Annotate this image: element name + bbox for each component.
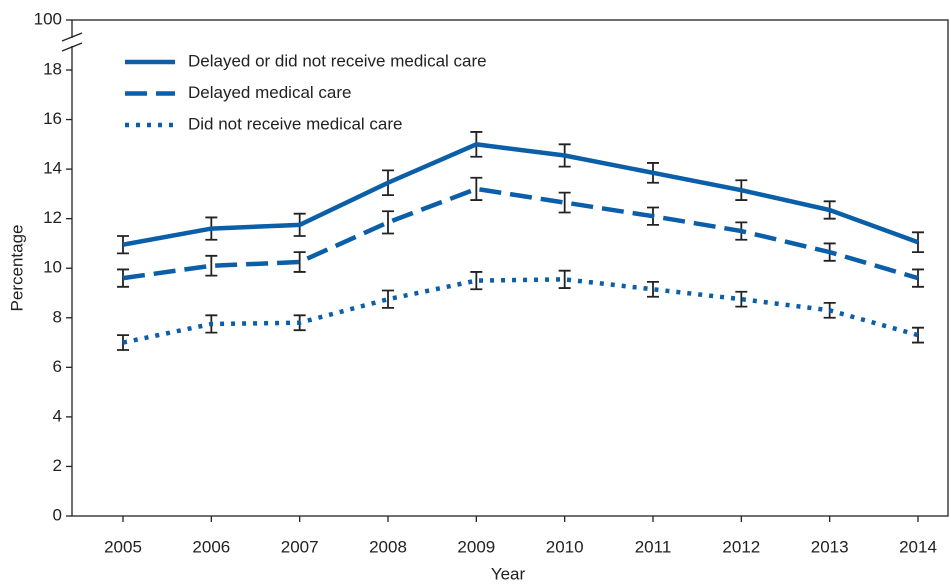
x-tick-label: 2014 (899, 537, 937, 556)
error-bar (117, 235, 129, 255)
axis-break-gap (64, 38, 80, 46)
y-tick-label: 0 (53, 505, 62, 524)
series-line (122, 142, 919, 247)
error-bar (117, 268, 129, 288)
y-tick-label: 18 (43, 59, 62, 78)
error-bar (558, 191, 571, 214)
x-tick-label: 2007 (281, 537, 319, 556)
x-axis-title: Year (491, 564, 526, 583)
y-tick-label: 100 (34, 9, 62, 28)
error-bar (912, 268, 924, 288)
y-tick-label: 10 (43, 258, 62, 277)
y-axis-title: Percentage (7, 225, 26, 312)
axis-break-mark (61, 42, 83, 52)
y-tick-label: 4 (53, 406, 62, 425)
error-bar (470, 271, 483, 291)
x-tick-label: 2010 (546, 537, 584, 556)
x-tick-label: 2008 (369, 537, 407, 556)
error-bar (647, 280, 659, 298)
axis-break-mark (61, 32, 83, 42)
y-tick-label: 6 (53, 357, 62, 376)
x-tick-label: 2005 (104, 537, 142, 556)
error-bar (205, 254, 218, 277)
y-tick-label: 16 (43, 109, 62, 128)
y-tick-label: 12 (43, 208, 62, 227)
x-tick-label: 2011 (635, 537, 672, 556)
y-tick-label: 14 (43, 159, 62, 178)
legend-label: Did not receive medical care (188, 114, 402, 133)
error-bar (912, 326, 924, 344)
error-bar (470, 176, 483, 201)
series-line (122, 277, 919, 345)
x-tick-label: 2009 (457, 537, 495, 556)
error-bar (382, 289, 394, 309)
y-tick-label: 2 (53, 456, 62, 475)
error-bar (293, 251, 306, 273)
error-bar (382, 210, 394, 235)
error-bar (735, 290, 748, 308)
legend-label: Delayed medical care (188, 83, 351, 102)
x-tick-label: 2012 (722, 537, 760, 556)
x-tick-label: 2006 (192, 537, 230, 556)
error-bar (558, 269, 571, 289)
x-tick-label: 2013 (811, 537, 849, 556)
series-line (122, 186, 919, 281)
y-tick-label: 8 (53, 307, 62, 326)
legend-label: Delayed or did not receive medical care (188, 51, 487, 70)
